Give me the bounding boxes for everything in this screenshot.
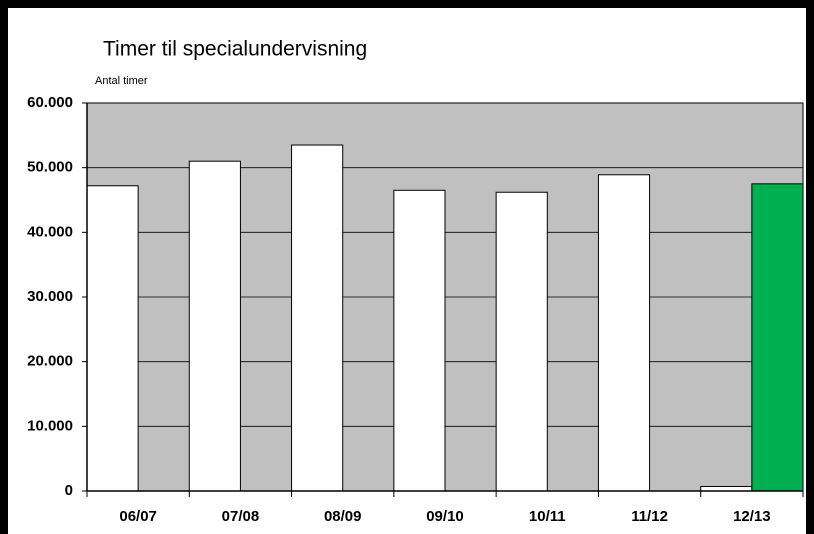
x-tick-label: 11/12 xyxy=(631,508,668,525)
y-tick-label: 40.000 xyxy=(27,223,73,240)
y-tick-label: 20.000 xyxy=(27,353,73,370)
y-tick-label: 0 xyxy=(65,482,73,499)
y-tick-label: 30.000 xyxy=(27,288,73,305)
bar xyxy=(751,183,804,492)
x-tick-label: 06/07 xyxy=(119,508,157,525)
bar xyxy=(86,185,139,492)
x-tick-label: 10/11 xyxy=(529,508,566,525)
y-tick-label: 50.000 xyxy=(27,159,73,176)
bar xyxy=(291,144,344,492)
x-tick-label: 12/13 xyxy=(733,508,771,525)
y-tick-label: 60.000 xyxy=(27,94,73,111)
bar xyxy=(495,191,548,492)
x-tick-label: 07/08 xyxy=(222,508,260,525)
x-tick-label: 09/10 xyxy=(426,508,464,525)
bar xyxy=(188,160,241,492)
chart-subtitle: Antal timer xyxy=(95,75,148,87)
chart-title: Timer til specialundervisning xyxy=(103,38,367,61)
y-tick-label: 10.000 xyxy=(27,417,73,434)
bar xyxy=(393,189,446,492)
x-tick-label: 08/09 xyxy=(324,508,362,525)
bar xyxy=(597,174,651,492)
